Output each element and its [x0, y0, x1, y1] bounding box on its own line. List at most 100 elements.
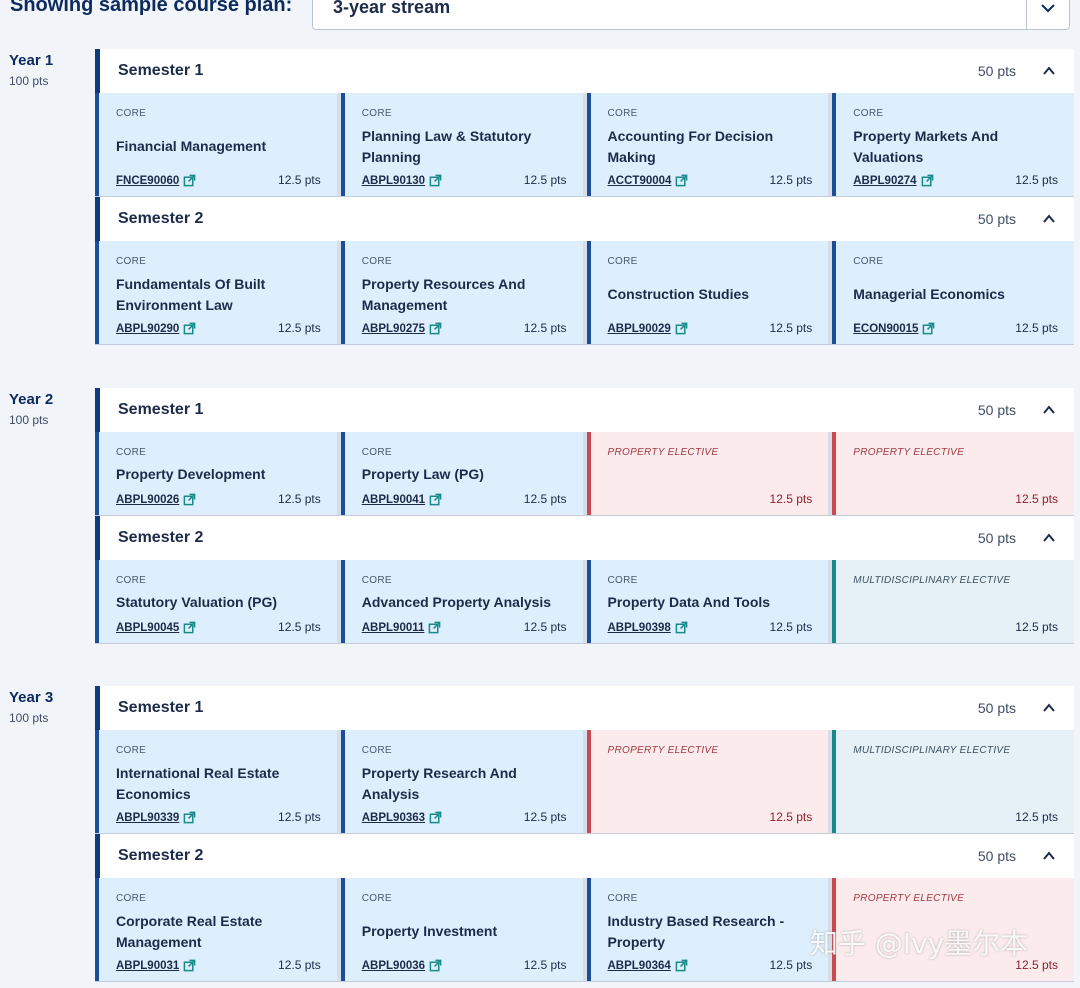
subject-title: Property Resources And Management — [361, 276, 526, 313]
subject-code-link[interactable]: ABPL90290 — [116, 322, 196, 335]
subject-card[interactable]: CORE Advanced Property Analysis ABPL90011 1… — [340, 560, 583, 643]
semester-header[interactable]: Semester 1 50 pts — [95, 49, 1074, 93]
subject-code-link[interactable]: ABPL90026 — [116, 493, 196, 506]
subject-card[interactable]: CORE Property Development ABPL90026 12.5 pt… — [95, 432, 337, 515]
subject-title: Property Law (PG) — [361, 466, 484, 482]
external-link-icon — [183, 811, 196, 824]
external-link-icon — [429, 322, 442, 335]
subject-code-link[interactable]: FNCE90060 — [116, 174, 196, 187]
subject-card[interactable]: CORE Property Investment ABPL90036 12.5 pts — [340, 878, 583, 981]
subject-points: 12.5 pts — [523, 620, 567, 634]
subject-points: 12.5 pts — [523, 321, 567, 335]
semester-header[interactable]: Semester 2 50 pts — [95, 197, 1074, 241]
subject-card[interactable]: CORE Property Data And Tools ABPL90398 12.5… — [586, 560, 829, 643]
subject-card[interactable]: CORE Property Law (PG) ABPL90041 12.5 pts — [340, 432, 583, 515]
subject-code-link[interactable]: ABPL90041 — [362, 493, 442, 506]
chevron-up-icon[interactable] — [1042, 64, 1056, 78]
subject-type: CORE — [361, 745, 392, 756]
subject-code-link[interactable]: ABPL90339 — [116, 811, 196, 824]
semester-header[interactable]: Semester 2 50 pts — [95, 834, 1074, 878]
subject-code: ABPL90274 — [853, 174, 917, 187]
chevron-up-icon[interactable] — [1042, 701, 1056, 715]
subject-card[interactable]: CORE Corporate Real Estate Management ABPL… — [95, 878, 337, 981]
semester-points: 50 pts — [977, 402, 1016, 418]
subject-title: Property Investment — [361, 923, 498, 939]
stream-select[interactable]: 3-year stream — [312, 0, 1070, 30]
external-link-icon — [183, 174, 196, 187]
subject-points: 12.5 pts — [1015, 620, 1058, 634]
subject-type: CORE — [361, 256, 392, 267]
subject-type: CORE — [361, 575, 392, 586]
subject-type: CORE — [607, 108, 638, 119]
subject-code-link[interactable]: ABPL90364 — [608, 959, 688, 972]
subject-card[interactable]: CORE Planning Law & Statutory Planning ABP… — [340, 93, 583, 196]
year-points: 100 pts — [9, 413, 49, 427]
semester-header[interactable]: Semester 2 50 pts — [95, 516, 1074, 560]
subject-type: CORE — [116, 256, 147, 267]
year-label: Year 3 — [9, 689, 54, 706]
subject-row: CORE Statutory Valuation (PG) ABPL90045 12.… — [95, 560, 1074, 644]
subject-type: CORE — [116, 745, 147, 756]
chevron-up-icon[interactable] — [1042, 849, 1056, 863]
semester-header[interactable]: Semester 1 50 pts — [95, 686, 1074, 730]
subject-card[interactable]: CORE Statutory Valuation (PG) ABPL90045 12.… — [95, 560, 337, 643]
subject-title: Managerial Economics — [853, 286, 1005, 302]
chevron-up-icon[interactable] — [1042, 531, 1056, 545]
subject-card[interactable]: CORE Fundamentals Of Built Environment La… — [95, 241, 337, 344]
subject-code: ABPL90290 — [116, 322, 180, 335]
subject-card[interactable]: CORE Property Research And Analysis ABPL90… — [340, 730, 583, 833]
chevron-up-icon[interactable] — [1042, 212, 1056, 226]
subject-card[interactable]: CORE Property Resources And Management ABP… — [340, 241, 583, 344]
external-link-icon — [429, 493, 442, 506]
subject-card[interactable]: CORE Industry Based Research - Property AB… — [586, 878, 829, 981]
subject-code-link[interactable]: ABPL90029 — [608, 322, 688, 335]
subject-title: Corporate Real Estate Management — [116, 913, 263, 950]
elective-card[interactable]: PROPERTY ELECTIVE 12.5 pts — [586, 730, 829, 833]
subject-card[interactable]: CORE International Real Estate Economics A… — [95, 730, 337, 833]
subject-code: ABPL90045 — [116, 621, 180, 634]
subject-type: CORE — [361, 108, 392, 119]
elective-card[interactable]: MULTIDISCIPLINARY ELECTIVE 12.5 pts — [832, 730, 1074, 833]
subject-code-link[interactable]: ECON90015 — [853, 322, 935, 335]
subject-title: International Real Estate Economics — [116, 765, 280, 802]
subject-code: ECON90015 — [853, 322, 919, 335]
subject-code: ABPL90364 — [607, 959, 671, 972]
semester-points: 50 pts — [977, 211, 1016, 227]
subject-code-link[interactable]: ABPL90275 — [362, 322, 442, 335]
subject-card[interactable]: CORE Construction Studies ABPL90029 12.5 pt… — [586, 241, 829, 344]
external-link-icon — [675, 959, 688, 972]
external-link-icon — [183, 959, 196, 972]
subject-code-link[interactable]: ABPL90130 — [362, 174, 442, 187]
chevron-up-icon[interactable] — [1042, 403, 1056, 417]
external-link-icon — [675, 621, 688, 634]
subject-type: CORE — [361, 447, 392, 458]
subject-code-link[interactable]: ABPL90036 — [362, 959, 442, 972]
subject-title: Fundamentals Of Built Environment Law — [116, 276, 266, 313]
elective-card[interactable]: MULTIDISCIPLINARY ELECTIVE 12.5 pts — [832, 560, 1074, 643]
elective-card[interactable]: PROPERTY ELECTIVE 12.5 pts — [832, 432, 1074, 515]
subject-card[interactable]: CORE Accounting For Decision Making ACCT90… — [586, 93, 829, 196]
subject-code-link[interactable]: ABPL90045 — [116, 621, 196, 634]
elective-card[interactable]: PROPERTY ELECTIVE 12.5 pts — [832, 878, 1074, 981]
subject-code-link[interactable]: ABPL90363 — [362, 811, 442, 824]
subject-code-link[interactable]: ABPL90274 — [853, 174, 933, 187]
subject-points: 12.5 pts — [523, 958, 567, 972]
external-link-icon — [429, 959, 442, 972]
subject-code-link[interactable]: ABPL90031 — [116, 959, 196, 972]
subject-type: PROPERTY ELECTIVE — [607, 447, 719, 458]
subject-code-link[interactable]: ACCT90004 — [608, 174, 689, 187]
subject-card[interactable]: CORE Managerial Economics ECON90015 12.5 pt… — [832, 241, 1074, 344]
subject-title: Property Data And Tools — [607, 594, 771, 610]
subject-card[interactable]: CORE Property Markets And Valuations ABPL9… — [832, 93, 1074, 196]
subject-points: 12.5 pts — [278, 173, 321, 187]
subject-type: CORE — [607, 256, 638, 267]
semester-header[interactable]: Semester 1 50 pts — [95, 388, 1074, 432]
subject-row: CORE International Real Estate Economics A… — [95, 730, 1074, 834]
subject-code-link[interactable]: ABPL90011 — [362, 621, 442, 634]
subject-code-link[interactable]: ABPL90398 — [608, 621, 688, 634]
subject-card[interactable]: CORE Financial Management FNCE90060 12.5 pt… — [95, 93, 337, 196]
elective-card[interactable]: PROPERTY ELECTIVE 12.5 pts — [586, 432, 829, 515]
chevron-down-icon[interactable] — [1039, 0, 1057, 17]
subject-title: Advanced Property Analysis — [361, 594, 552, 610]
year-block: Semester 1 50 pts CORE Property Development… — [95, 388, 1074, 644]
